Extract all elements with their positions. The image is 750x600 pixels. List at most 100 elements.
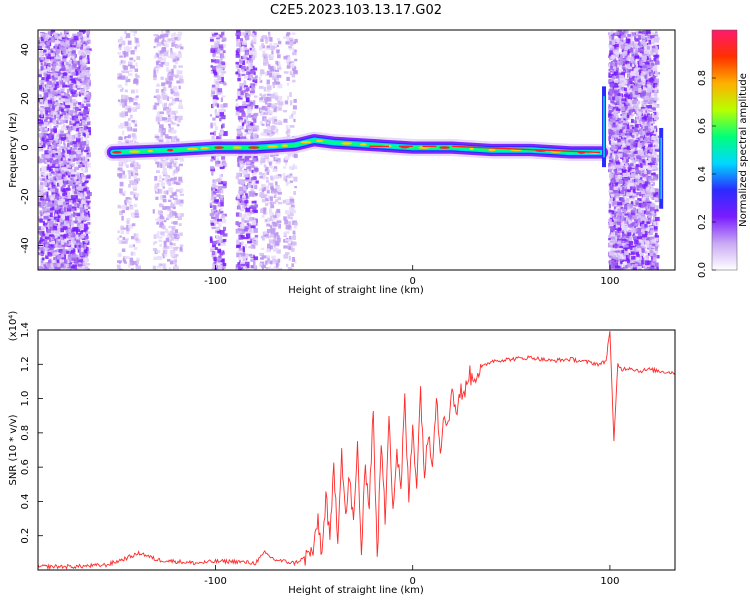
noise-speckle: [241, 122, 245, 127]
noise-speckle: [47, 202, 52, 207]
noise-speckle: [57, 263, 61, 268]
noise-speckle: [273, 247, 279, 251]
noise-speckle: [54, 217, 57, 220]
noise-speckle: [70, 213, 74, 217]
noise-speckle: [261, 198, 266, 203]
noise-speckle: [133, 59, 136, 62]
noise-speckle: [289, 216, 293, 220]
noise-speckle: [252, 83, 256, 88]
noise-speckle: [159, 116, 163, 121]
noise-speckle: [244, 266, 248, 269]
noise-speckle: [609, 211, 612, 215]
noise-speckle: [178, 70, 182, 74]
noise-speckle: [276, 107, 279, 112]
noise-speckle: [179, 247, 183, 251]
noise-speckle: [54, 148, 58, 152]
noise-speckle: [237, 88, 242, 93]
noise-speckle: [285, 181, 291, 185]
noise-speckle: [169, 195, 174, 199]
noise-speckle: [54, 174, 59, 177]
noise-speckle: [58, 210, 64, 214]
noise-speckle: [269, 154, 274, 157]
noise-speckle: [124, 105, 130, 111]
noise-speckle: [78, 35, 83, 39]
noise-speckle: [220, 202, 224, 207]
noise-speckle: [285, 231, 290, 234]
noise-speckle: [56, 103, 60, 108]
noise-speckle: [242, 185, 247, 191]
noise-speckle: [274, 95, 279, 100]
noise-speckle: [54, 201, 59, 205]
noise-speckle: [166, 245, 170, 249]
noise-speckle: [265, 101, 268, 105]
noise-speckle: [153, 256, 157, 261]
noise-speckle: [156, 170, 160, 173]
noise-speckle: [161, 30, 164, 35]
noise-speckle: [69, 232, 73, 237]
noise-speckle: [292, 241, 297, 246]
noise-speckle: [212, 263, 218, 268]
noise-speckle: [74, 191, 78, 195]
noise-speckle: [277, 268, 283, 270]
noise-speckle: [157, 121, 160, 125]
noise-speckle: [235, 105, 238, 110]
noise-speckle: [291, 209, 296, 214]
noise-speckle: [173, 162, 177, 167]
noise-speckle: [289, 47, 292, 51]
noise-speckle: [44, 127, 48, 131]
noise-speckle: [72, 93, 78, 98]
noise-speckle: [276, 74, 282, 78]
noise-speckle: [39, 45, 42, 48]
noise-speckle: [50, 40, 55, 43]
noise-speckle: [251, 165, 255, 169]
noise-speckle: [68, 63, 72, 68]
noise-speckle: [44, 62, 47, 66]
noise-speckle: [244, 119, 247, 124]
noise-speckle: [133, 102, 138, 106]
noise-speckle: [64, 144, 69, 149]
noise-speckle: [80, 251, 83, 257]
noise-speckle: [71, 221, 75, 226]
noise-speckle: [266, 79, 270, 85]
noise-speckle: [265, 46, 271, 50]
noise-speckle: [265, 166, 269, 171]
noise-speckle: [246, 119, 249, 123]
noise-speckle: [80, 220, 84, 224]
noise-speckle: [157, 66, 161, 69]
noise-speckle: [86, 72, 91, 78]
noise-speckle: [117, 51, 122, 55]
noise-speckle: [47, 247, 50, 250]
noise-speckle: [248, 125, 253, 129]
noise-speckle: [119, 36, 124, 40]
noise-speckle: [271, 191, 277, 194]
noise-speckle: [48, 73, 54, 77]
noise-speckle: [129, 140, 134, 143]
noise-speckle: [165, 30, 170, 34]
noise-speckle: [44, 161, 48, 164]
noise-speckle: [259, 120, 263, 125]
noise-speckle: [79, 103, 84, 108]
noise-speckle: [60, 171, 65, 176]
noise-speckle: [66, 53, 71, 58]
noise-speckle: [70, 146, 74, 152]
noise-speckle: [245, 32, 248, 36]
noise-speckle: [60, 234, 66, 239]
noise-speckle: [78, 93, 82, 97]
noise-speckle: [56, 46, 62, 50]
noise-speckle: [264, 232, 269, 238]
noise-speckle: [288, 165, 292, 170]
noise-speckle: [252, 219, 257, 225]
noise-speckle: [235, 50, 239, 53]
noise-speckle: [282, 199, 286, 204]
noise-speckle: [254, 204, 259, 208]
noise-speckle: [286, 202, 291, 206]
noise-speckle: [213, 71, 218, 76]
noise-speckle: [45, 93, 49, 98]
noise-speckle: [117, 269, 121, 270]
noise-speckle: [57, 170, 61, 174]
noise-speckle: [85, 40, 89, 44]
noise-speckle: [275, 212, 281, 217]
noise-speckle: [244, 211, 247, 217]
noise-speckle: [40, 197, 45, 201]
noise-speckle: [271, 125, 275, 131]
